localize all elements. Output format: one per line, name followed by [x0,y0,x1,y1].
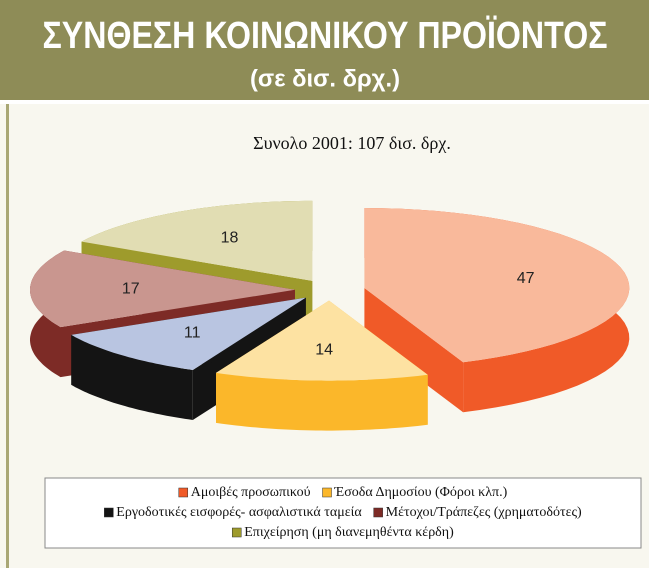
data-label: 47 [517,270,535,287]
slice-side [364,288,464,413]
slice-top [216,300,428,381]
legend-label: Επιχείρηση (μη διανεμηθέντα κέρδη) [244,525,454,540]
slice: 47 [364,208,630,413]
legend-swatch [322,487,332,498]
slice-top [30,250,295,328]
slice-top [364,208,630,363]
legend-swatch [178,487,189,498]
legend-label: Αμοιβές προσωπικού [191,485,311,500]
legend-label: Εργοδοτικές εισφορές- ασφαλιστικά ταμεία [116,505,362,520]
page-subtitle: (σε δισ. δρχ.) [250,65,400,92]
data-label: 18 [221,229,239,246]
legend-swatch [104,507,114,518]
chart-title: Συνολο 2001: 107 δισ. δρχ. [253,133,451,153]
header-rule [0,100,649,104]
legend-box [44,477,642,549]
legend-row: Εργοδοτικές εισφορές- ασφαλιστικά ταμεία… [104,505,582,520]
slice-side [216,372,428,431]
legend-row: Επιχείρηση (μη διανεμηθέντα κέρδη) [231,525,454,540]
legend-swatch [373,507,383,518]
slice-top [71,297,306,370]
legend-row: Αμοιβές προσωπικού Έσοδα Δημοσίου (Φόροι … [178,485,508,500]
slice-side [71,334,193,420]
legend-swatch [231,527,242,538]
slice: 14 [216,300,428,431]
data-label: 17 [122,280,140,297]
header-band [0,0,649,100]
legend-label: Μέτοχοι/Τράπεζες (χρηματοδότες) [386,505,582,520]
legend-label: Έσοδα Δημοσίου (Φόροι κλπ.) [334,485,508,500]
data-label: 14 [315,341,333,358]
page-title: ΣΥΝΘΕΣΗ ΚΟΙΝΩΝΙΚΟΥ ΠΡΟΪΟΝΤΟΣ [43,14,608,57]
slice-top [81,200,313,281]
data-label: 11 [184,325,201,342]
side-rule [6,104,9,568]
